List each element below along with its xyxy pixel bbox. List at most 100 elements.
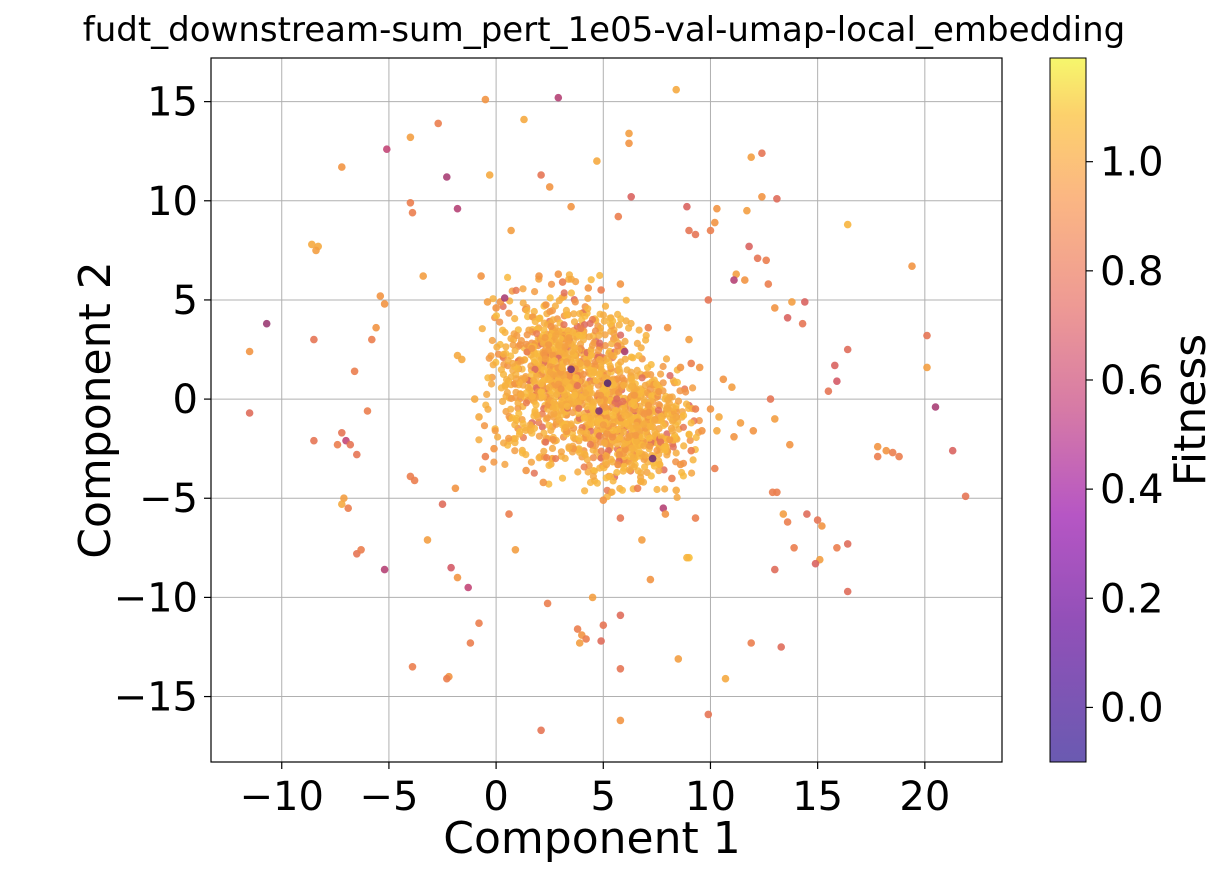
data-point [660,421,668,429]
data-point [679,423,688,431]
data-point [680,442,688,450]
data-point [616,434,624,442]
y-tick-label: 5 [173,278,198,324]
colorbar-tick-label: 1.0 [1100,140,1164,186]
x-axis-label: Component 1 [443,813,740,864]
data-point [831,361,839,370]
data-point [633,484,642,493]
data-point [948,446,957,455]
data-point [419,272,428,280]
data-point [678,468,686,477]
data-point [623,434,632,442]
data-point [555,416,564,424]
data-point [511,421,519,429]
data-point [423,536,432,544]
data-point [571,298,579,306]
data-point [633,437,641,445]
y-tick-label: −10 [114,575,198,621]
data-point [567,289,576,297]
data-point [683,553,691,562]
data-point [599,311,608,319]
data-point [519,285,527,293]
data-point [669,443,677,451]
data-point [517,391,525,399]
data-point [542,301,550,309]
data-point [527,458,536,466]
data-point [538,392,546,400]
data-point [517,357,525,365]
data-point [640,410,648,418]
data-point [563,402,571,410]
data-point [647,472,655,480]
data-point [691,405,700,413]
data-point [680,411,688,420]
data-point [584,284,593,292]
data-point [501,460,509,468]
data-point [659,379,667,387]
data-point [587,351,596,359]
data-point [601,302,610,310]
colorbar-tick-label: 0.8 [1100,249,1164,295]
data-point [562,378,570,386]
data-point [592,376,601,384]
data-point [438,500,447,509]
y-tick-label: 15 [147,80,198,126]
data-point [545,383,553,391]
data-point [500,350,508,358]
data-point [687,419,695,427]
data-point [824,387,833,396]
data-point [630,391,639,399]
data-point [530,469,538,477]
data-point [584,468,592,476]
data-point [567,420,575,428]
data-point [655,388,663,396]
data-point [505,309,513,317]
data-point [487,352,495,360]
data-point [617,358,625,366]
data-point [310,436,318,445]
data-point [513,332,521,340]
data-point [632,431,640,439]
data-point [674,655,683,663]
data-point [544,341,553,349]
data-point [625,139,633,148]
data-point [672,486,680,495]
data-point [478,325,486,333]
data-point [583,359,591,367]
data-point [644,323,653,332]
data-point [493,343,501,351]
data-point [406,199,415,207]
data-point [534,350,542,358]
data-point [644,401,653,409]
data-point [453,573,462,582]
data-point [613,440,621,448]
data-point [602,453,610,461]
data-point [615,388,623,397]
data-point [245,347,254,356]
data-point [597,286,605,294]
data-point [541,334,549,342]
data-point [747,153,755,161]
data-point [764,280,773,288]
data-point [801,298,809,306]
data-point [561,454,569,462]
data-point [571,344,579,352]
x-tick-label: 10 [685,774,736,820]
data-point [586,319,594,328]
data-point [730,433,738,441]
data-point [616,514,625,522]
data-point [811,559,820,568]
data-point [713,427,721,435]
data-point [682,388,690,396]
data-point [537,171,545,179]
data-point [565,334,573,342]
data-point [585,333,593,341]
data-point [492,312,500,320]
data-point [608,433,617,441]
data-point [494,433,502,441]
data-point [480,422,489,430]
data-point [545,183,554,191]
data-point [715,413,723,421]
data-point [340,494,348,503]
